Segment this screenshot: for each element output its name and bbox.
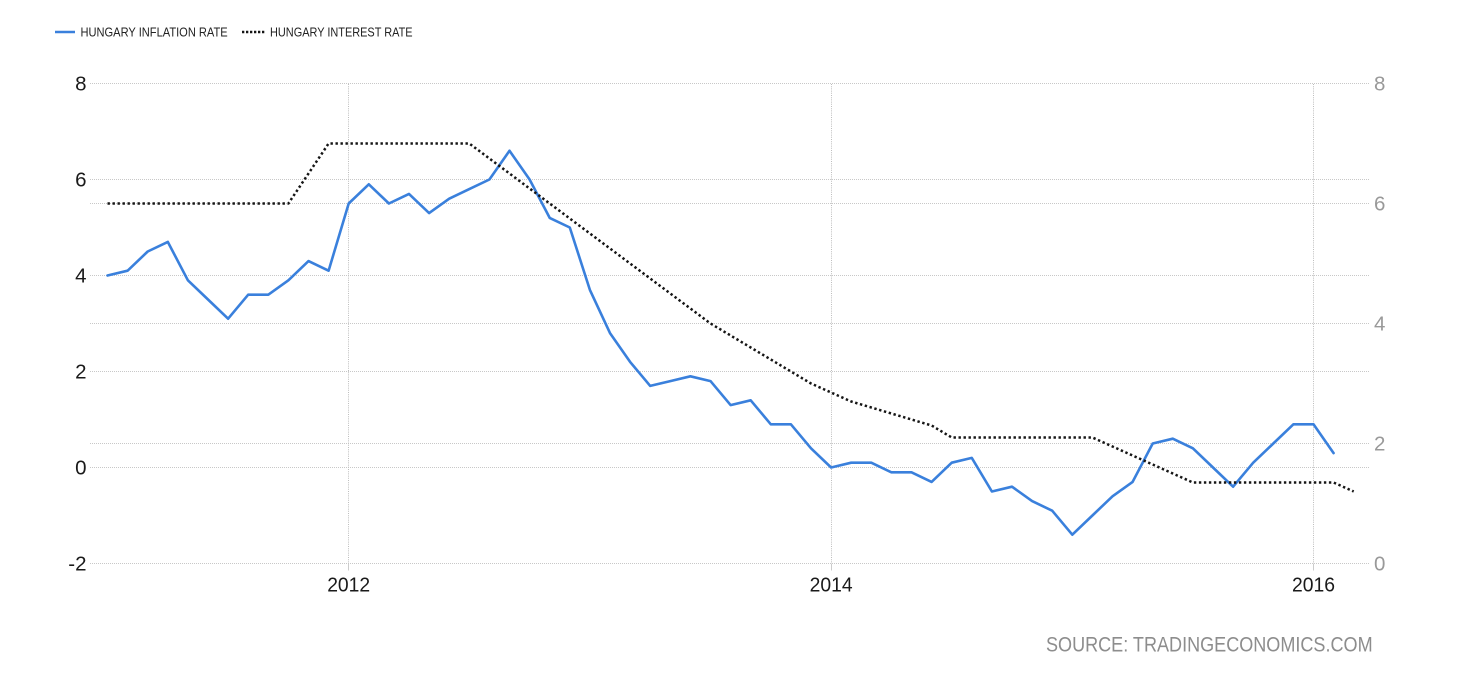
svg-text:2012: 2012 [327,574,370,597]
svg-text:2: 2 [1374,433,1385,456]
svg-text:HUNGARY INFLATION RATE: HUNGARY INFLATION RATE [81,26,228,40]
svg-text:8: 8 [1374,73,1385,96]
svg-text:2: 2 [75,361,86,384]
svg-text:-2: -2 [68,553,86,576]
svg-text:8: 8 [75,73,86,96]
svg-text:2014: 2014 [810,574,853,597]
svg-text:4: 4 [75,265,86,288]
svg-text:SOURCE: TRADINGECONOMICS.COM: SOURCE: TRADINGECONOMICS.COM [1046,634,1373,657]
svg-text:6: 6 [75,169,86,192]
svg-text:6: 6 [1374,193,1385,216]
svg-text:HUNGARY INTEREST RATE: HUNGARY INTEREST RATE [270,26,413,40]
svg-text:0: 0 [1374,553,1385,576]
svg-text:4: 4 [1374,313,1385,336]
svg-text:0: 0 [75,457,86,480]
svg-text:2016: 2016 [1292,574,1335,597]
